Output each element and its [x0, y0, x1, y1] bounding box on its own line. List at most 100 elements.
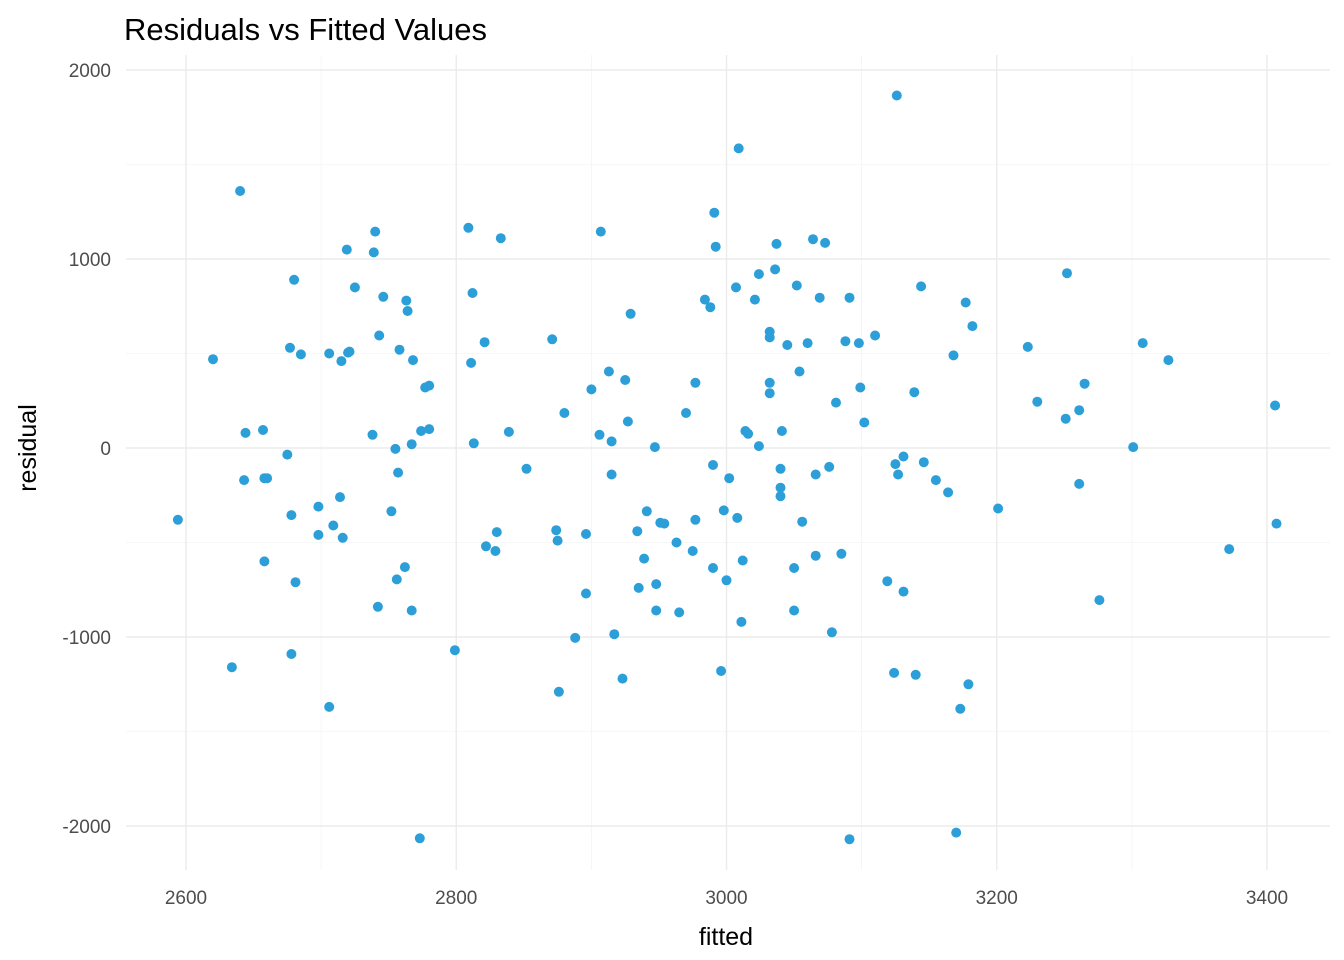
data-point: [1079, 378, 1090, 389]
data-point: [794, 366, 805, 377]
data-point: [955, 703, 966, 714]
data-point: [620, 375, 631, 385]
data-point: [313, 501, 324, 512]
data-point: [481, 541, 491, 552]
data-point: [399, 562, 410, 573]
data-point: [764, 388, 775, 399]
data-point: [708, 460, 718, 470]
data-point: [208, 354, 218, 365]
y-tick-label: 0: [100, 439, 111, 460]
data-point: [336, 356, 347, 367]
data-point: [1224, 544, 1235, 555]
data-point: [349, 282, 360, 293]
data-point: [581, 529, 591, 539]
data-point: [259, 556, 270, 567]
data-point: [789, 605, 800, 616]
x-tick-label: 3200: [976, 888, 1018, 909]
data-point: [394, 344, 405, 355]
data-point: [367, 429, 378, 440]
data-point: [948, 350, 959, 361]
data-point: [1271, 518, 1282, 529]
data-point: [289, 274, 300, 285]
data-point: [374, 330, 385, 341]
data-point: [370, 226, 381, 237]
data-point: [699, 294, 710, 305]
data-point: [930, 475, 941, 486]
data-point: [553, 686, 564, 697]
data-point: [890, 459, 901, 470]
data-point: [918, 457, 929, 468]
data-point: [690, 514, 701, 525]
data-point: [651, 605, 662, 616]
data-point: [1128, 442, 1139, 453]
data-point: [789, 563, 800, 573]
data-point: [733, 143, 744, 154]
data-point: [258, 425, 268, 435]
data-point: [943, 487, 954, 498]
y-axis-title: residual: [14, 404, 42, 492]
data-point: [1270, 400, 1281, 411]
y-tick-label: 1000: [69, 250, 111, 271]
data-point: [424, 380, 435, 391]
data-point: [401, 295, 412, 306]
data-point: [632, 526, 643, 537]
data-point: [609, 629, 620, 640]
data-point: [1163, 355, 1174, 366]
data-point: [775, 482, 786, 493]
data-point: [368, 247, 379, 258]
data-point: [690, 377, 701, 388]
data-point: [594, 429, 605, 440]
data-point: [633, 582, 644, 593]
data-point: [898, 451, 909, 462]
data-point: [639, 553, 650, 564]
data-point: [671, 537, 682, 548]
data-point: [775, 491, 786, 502]
data-point: [824, 461, 835, 472]
data-point: [710, 241, 721, 252]
data-point: [836, 548, 847, 559]
data-point: [521, 463, 532, 474]
data-point: [855, 382, 866, 393]
data-point: [764, 377, 775, 388]
data-point: [324, 348, 335, 359]
data-point: [649, 442, 660, 453]
data-point: [687, 546, 698, 556]
minor-grid: [126, 55, 1330, 870]
data-point: [286, 510, 297, 521]
data-point: [490, 546, 501, 556]
major-grid: [126, 55, 1330, 870]
data-point: [324, 701, 335, 712]
data-point: [963, 679, 974, 690]
data-point: [910, 669, 921, 680]
data-point: [724, 473, 735, 484]
data-point: [1137, 338, 1148, 349]
data-point: [622, 416, 633, 427]
data-point: [844, 292, 855, 303]
data-point: [240, 427, 251, 438]
data-point: [335, 492, 345, 503]
data-point: [467, 288, 478, 298]
data-point: [1094, 595, 1105, 606]
data-point: [840, 336, 851, 347]
data-point: [797, 516, 808, 527]
data-point: [378, 291, 389, 302]
data-point: [337, 532, 348, 543]
data-point: [1062, 268, 1072, 279]
data-point: [808, 234, 818, 245]
data-point: [770, 264, 781, 275]
data-point: [414, 833, 425, 844]
data-point: [709, 207, 720, 218]
data-point: [390, 443, 401, 454]
data-point: [844, 834, 855, 845]
data-point: [393, 467, 404, 478]
data-point: [386, 506, 397, 517]
data-point: [617, 673, 628, 684]
data-point: [870, 330, 881, 341]
data-point: [814, 292, 825, 303]
data-point: [731, 282, 741, 293]
data-point: [551, 525, 562, 536]
data-point: [581, 588, 591, 599]
data-point: [1022, 341, 1033, 352]
data-point: [891, 90, 902, 101]
